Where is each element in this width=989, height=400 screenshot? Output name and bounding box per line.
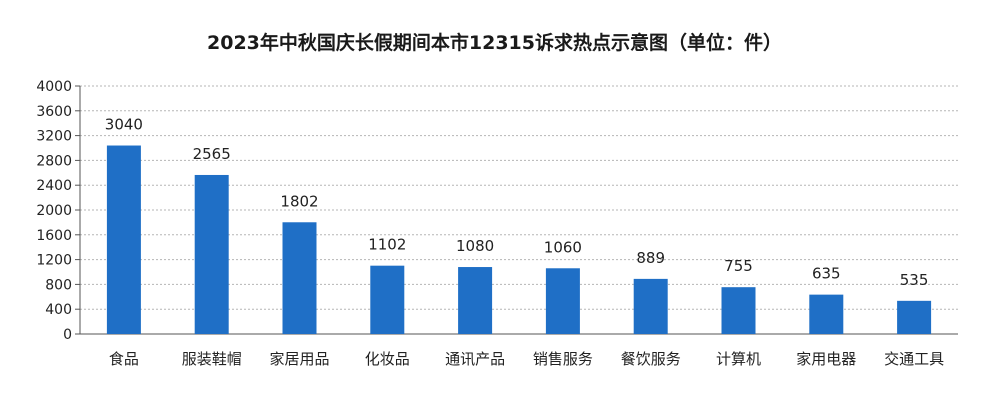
bar [370, 265, 405, 334]
bar [809, 294, 844, 334]
y-tick-label: 3200 [36, 129, 72, 145]
x-tick-label: 餐饮服务 [621, 350, 681, 368]
data-label: 635 [812, 265, 841, 283]
chart-title: 2023年中秋国庆长假期间本市12315诉求热点示意图（单位：件） [207, 32, 782, 54]
bar [545, 268, 580, 334]
bar [897, 300, 932, 334]
x-tick-label: 食品 [109, 350, 139, 368]
y-tick-label: 400 [45, 302, 72, 318]
data-label: 1102 [368, 236, 406, 254]
y-tick-label: 4000 [36, 79, 72, 95]
x-tick-label: 通讯产品 [445, 350, 505, 368]
y-tick-label: 3600 [36, 104, 72, 120]
bar [721, 287, 756, 334]
data-label: 1060 [544, 238, 582, 256]
y-tick-label: 800 [45, 277, 72, 293]
data-label: 1802 [280, 192, 318, 210]
y-tick-label: 0 [63, 327, 72, 343]
x-tick-label: 化妆品 [365, 350, 410, 368]
bar [194, 174, 229, 334]
data-label: 2565 [193, 145, 231, 163]
bar [633, 278, 668, 334]
bar [282, 222, 317, 334]
data-label: 889 [636, 249, 665, 267]
labels: 0 400 800 1200 1600 2000 2400 2800 3200 3600 4000 3… [36, 79, 944, 368]
y-tick-label: 2800 [36, 153, 72, 169]
y-tick-label: 1600 [36, 228, 72, 244]
data-label: 3040 [105, 116, 143, 134]
y-tick-label: 1200 [36, 253, 72, 269]
x-tick-label: 服装鞋帽 [182, 350, 242, 368]
x-tick-label: 家用电器 [796, 350, 856, 368]
bars [106, 145, 932, 334]
x-tick-label: 交通工具 [884, 350, 944, 368]
x-tick-label: 计算机 [716, 350, 761, 368]
x-tick-label: 家居用品 [269, 350, 329, 368]
data-label: 755 [724, 257, 753, 275]
bar [106, 145, 141, 334]
y-tick-label: 2400 [36, 178, 72, 194]
y-tick-label: 2000 [36, 203, 72, 219]
data-label: 535 [900, 271, 929, 289]
x-tick-label: 销售服务 [533, 350, 593, 368]
data-label: 1080 [456, 237, 494, 255]
bar [458, 267, 493, 334]
